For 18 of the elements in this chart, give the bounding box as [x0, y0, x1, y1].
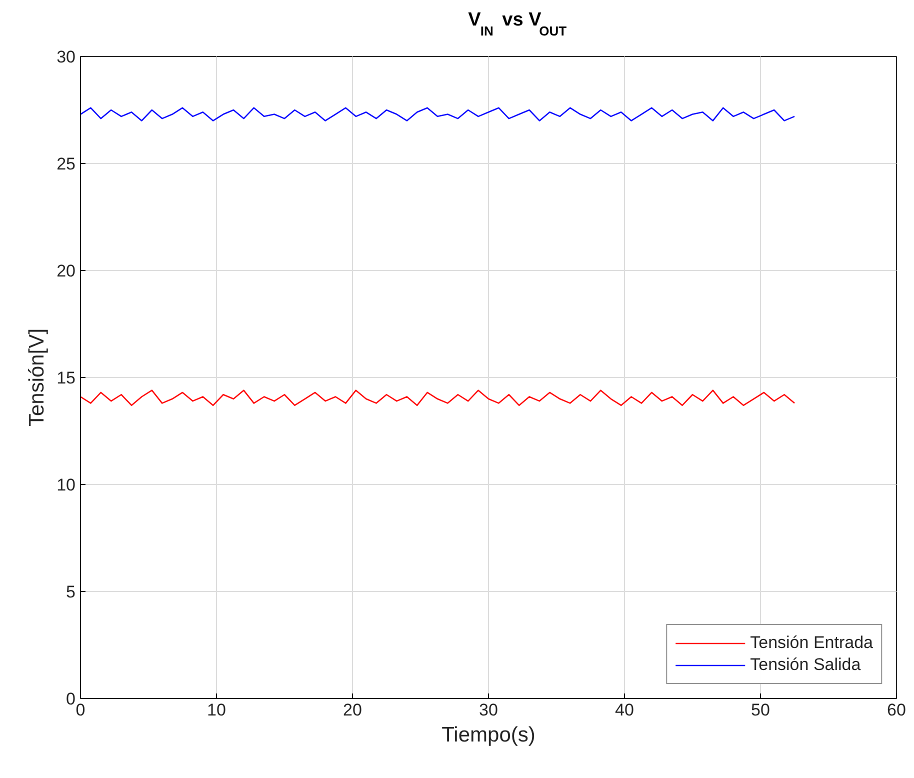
x-tick-label: 20: [343, 700, 362, 720]
x-tick-label: 60: [887, 700, 906, 720]
x-tick-label: 30: [479, 700, 498, 720]
x-tick-label: 10: [207, 700, 226, 720]
y-tick-label: 10: [56, 476, 76, 494]
y-axis-title: Tensión[V]: [26, 328, 49, 427]
legend-label: Tensión Entrada: [750, 633, 873, 653]
line-series: [80, 390, 796, 406]
y-tick-label: 30: [56, 48, 76, 66]
y-tick-label: 25: [56, 154, 76, 174]
x-tick-label: 40: [615, 700, 634, 720]
x-axis-title: Tiempo(s): [442, 724, 536, 746]
x-tick-label: 50: [751, 700, 770, 720]
line-series: [80, 107, 796, 122]
y-tick-label: 5: [66, 582, 76, 602]
y-tick-label: 20: [56, 262, 76, 280]
legend-label: Tensión Salida: [750, 655, 861, 675]
y-tick-label: 15: [56, 368, 76, 388]
